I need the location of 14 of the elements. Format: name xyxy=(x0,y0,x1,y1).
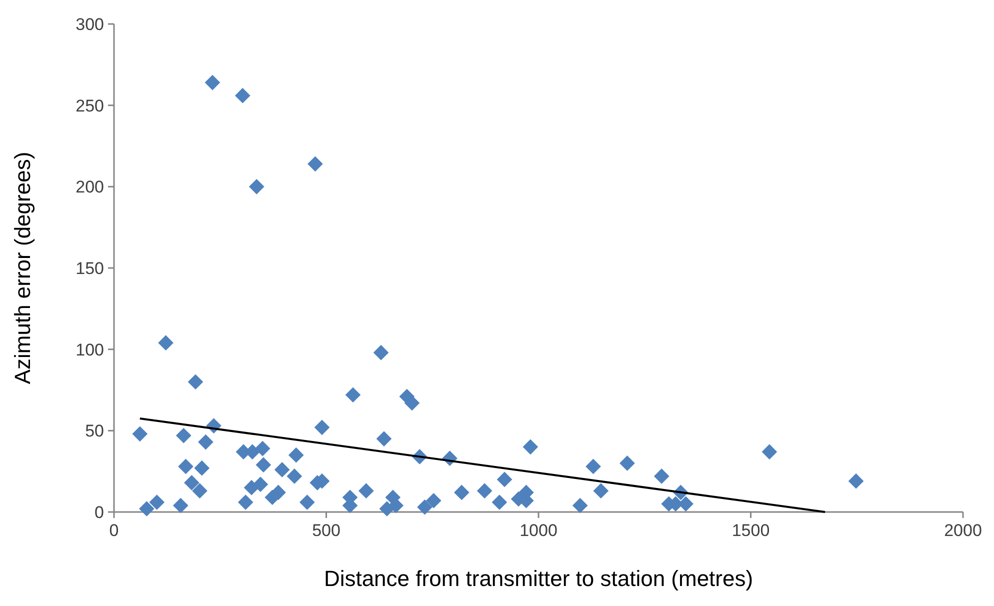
y-tick-label: 150 xyxy=(76,258,104,278)
x-axis-title: Distance from transmitter to station (metres) xyxy=(324,566,754,591)
y-tick-label: 200 xyxy=(76,178,104,197)
y-tick-label: 100 xyxy=(76,340,104,360)
y-tick-label: 50 xyxy=(85,422,104,441)
x-tick-label: 0 xyxy=(109,521,119,540)
y-tick-label: 0 xyxy=(94,502,104,522)
y-tick-label: 250 xyxy=(76,96,104,116)
x-tick-label: 1000 xyxy=(520,521,558,540)
y-tick-label: 300 xyxy=(76,14,104,34)
x-tick-label: 1500 xyxy=(732,521,770,540)
x-tick-label: 500 xyxy=(312,521,340,540)
y-axis-title: Azimuth error (degrees) xyxy=(10,152,35,384)
x-tick-label: 2000 xyxy=(944,521,982,540)
